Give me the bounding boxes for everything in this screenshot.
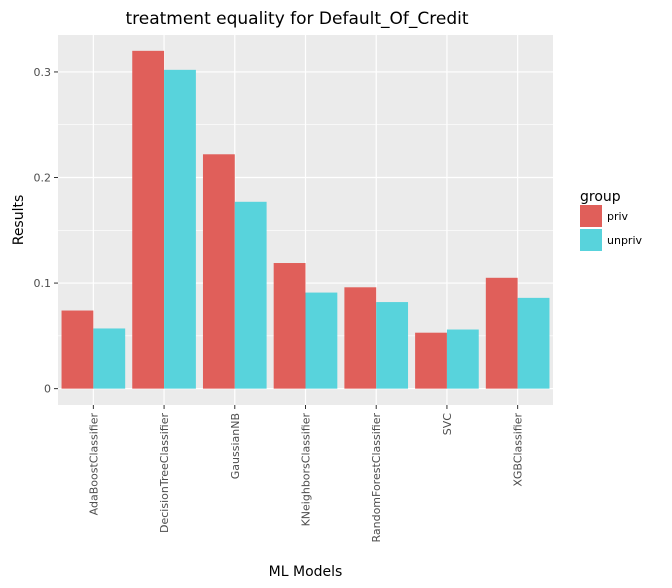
bar-unpriv [376, 302, 409, 389]
bar-unpriv [234, 201, 267, 389]
bar-unpriv [164, 69, 196, 389]
x-tick-label: XGBClassifier [512, 413, 525, 487]
bars [61, 50, 550, 389]
bar-unpriv [93, 328, 126, 389]
bar-priv [415, 332, 447, 389]
y-axis-title: Results [11, 195, 27, 246]
x-tick-label: DecisionTreeClassifier [158, 413, 171, 533]
legend-title: group [580, 189, 621, 205]
y-tick-label: 0.1 [34, 277, 52, 290]
y-tick-label: 0.2 [34, 172, 52, 185]
x-axis-title: ML Models [269, 564, 343, 580]
legend-key-unpriv [580, 229, 602, 251]
x-tick-label: AdaBoostClassifier [87, 413, 100, 516]
bar-unpriv [305, 292, 338, 389]
x-tick-label: SVC [441, 413, 454, 436]
x-tick-label: KNeighborsClassifier [300, 413, 313, 527]
bar-priv [485, 277, 518, 389]
x-axis: AdaBoostClassifier DecisionTreeClassifier… [87, 405, 525, 543]
bar-priv [202, 154, 235, 389]
legend: group priv unpriv [580, 189, 643, 251]
x-tick-label: RandomForestClassifier [370, 413, 383, 543]
legend-label-priv: priv [607, 210, 629, 223]
bar-unpriv [517, 297, 550, 389]
bar-priv [273, 263, 306, 389]
x-tick-label: GaussianNB [229, 413, 242, 479]
bar-unpriv [446, 329, 479, 389]
bar-priv [61, 310, 94, 389]
chart-title: treatment equality for Default_Of_Credit [125, 9, 468, 29]
legend-key-priv [580, 205, 602, 227]
bar-priv [132, 50, 165, 389]
y-tick-label: 0.3 [34, 66, 52, 79]
legend-label-unpriv: unpriv [607, 234, 643, 247]
y-tick-label: 0 [44, 383, 51, 396]
y-axis: 0 0.1 0.2 0.3 [34, 66, 58, 396]
bar-priv [344, 287, 377, 389]
